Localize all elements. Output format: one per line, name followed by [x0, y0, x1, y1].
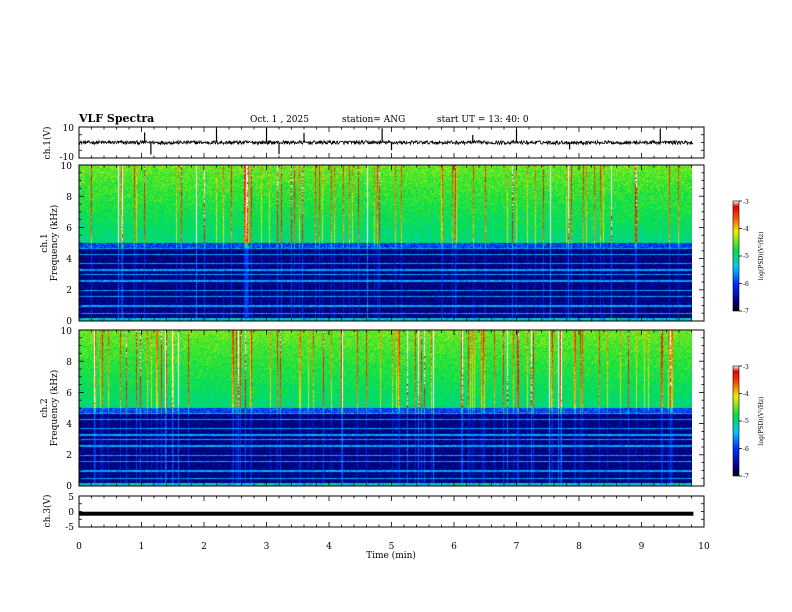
ch2-ytick-4: 4: [66, 420, 72, 430]
ch1-colorbar: -3 -4 -5 -6 -7 log(PSD)(V²/Hz): [732, 199, 765, 315]
ch2-ytick-6: 6: [66, 389, 72, 399]
ch1-ytick-10: 10: [61, 162, 73, 172]
header-station: station= ANG: [342, 115, 405, 125]
ch1-cb-tick-m4: -4: [743, 226, 749, 233]
ch1-cb-tick-m6: -6: [743, 281, 749, 288]
x-axis: 0 1 2 3 4 5 6 7 8 9 10 Time (min): [76, 542, 710, 561]
ch1-waveform-panel: 10 -10 ch.1(V): [42, 124, 705, 163]
ch1-spectrogram-ylabel-freq: Frequency (kHz): [49, 205, 60, 282]
xtick-1: 1: [139, 542, 145, 552]
ch2-ytick-0: 0: [66, 482, 72, 492]
xtick-7: 7: [514, 542, 520, 552]
ch2-colorbar: -3 -4 -5 -6 -7 log(PSD)(V²/Hz): [732, 364, 765, 480]
ch2-cb-tick-m3: -3: [743, 364, 749, 371]
ch2-ytick-10: 10: [61, 327, 73, 337]
ch1-ytick-0: 0: [66, 317, 72, 327]
ch3-waveform-ylabel: ch.3(V): [42, 495, 53, 528]
ch1-spectrogram-yticks: 0 2 4 6 8 10: [61, 162, 73, 327]
ch1-ytick-bottom: -10: [60, 153, 75, 163]
xtick-3: 3: [264, 542, 270, 552]
ch2-spectrogram-image: [79, 330, 692, 486]
ch1-waveform-spikes: [144, 128, 661, 155]
ch2-cb-tick-m7: -7: [743, 473, 749, 480]
ch1-waveform-ylabel: ch.1(V): [42, 127, 53, 160]
ch2-colorbar-label: log(PSD)(V²/Hz): [758, 397, 765, 446]
ch1-waveform-trace: [79, 139, 694, 146]
ch1-ytick-2: 2: [66, 286, 72, 296]
ch1-ytick-6: 6: [66, 224, 72, 234]
xtick-10: 10: [698, 542, 710, 552]
xtick-6: 6: [451, 542, 457, 552]
xtick-5: 5: [389, 542, 395, 552]
ch1-ytick-4: 4: [66, 255, 72, 265]
ch1-colorbar-bar: [732, 200, 740, 312]
xtick-0: 0: [76, 542, 82, 552]
axis-tick-marks: [78, 126, 742, 528]
ch1-spectrogram-ylabel-ch: ch.1: [40, 233, 50, 252]
ch2-spectrogram-yticks: 0 2 4 6 8 10: [61, 327, 73, 492]
ch2-spectrogram-ylabel-freq: Frequency (kHz): [49, 370, 60, 447]
x-axis-label: Time (min): [366, 550, 416, 561]
ch1-cb-tick-m5: -5: [743, 253, 749, 260]
ch2-ytick-2: 2: [66, 451, 72, 461]
ch3-waveform-trace: [79, 511, 694, 516]
xtick-8: 8: [576, 542, 582, 552]
ch1-spectrogram-image: [79, 165, 692, 321]
ch1-ytick-top: 10: [63, 124, 75, 134]
ch2-spectrogram-panel: 0 2 4 6 8 10 ch.2 Frequency (kHz): [40, 327, 705, 492]
ch2-cb-tick-m4: -4: [743, 391, 749, 398]
header-start-ut: start UT = 13: 40: 0: [437, 115, 529, 125]
ch2-colorbar-bar: [732, 365, 740, 477]
ch1-cb-tick-m3: -3: [743, 199, 749, 206]
ch2-cb-tick-m5: -5: [743, 418, 749, 425]
ch3-ytick-5: 5: [68, 493, 74, 503]
header-date: Oct. 1 , 2025: [250, 115, 309, 125]
ch1-spectrogram-panel: 0 2 4 6 8 10 ch.1 Frequency (kHz): [40, 162, 705, 327]
figure-title: VLF Spectra: [78, 112, 154, 125]
ch2-ytick-8: 8: [66, 358, 72, 368]
ch3-ytick-0: 0: [68, 508, 74, 518]
xtick-4: 4: [326, 542, 332, 552]
ch2-spectrogram-ylabel-ch: ch.2: [40, 398, 50, 417]
ch1-cb-tick-m7: -7: [743, 308, 749, 315]
xtick-9: 9: [639, 542, 645, 552]
ch2-cb-tick-m6: -6: [743, 446, 749, 453]
ch1-ytick-8: 8: [66, 193, 72, 203]
xtick-2: 2: [201, 542, 207, 552]
ch1-colorbar-label: log(PSD)(V²/Hz): [758, 232, 765, 281]
ch3-ytick-m5: -5: [65, 523, 74, 533]
